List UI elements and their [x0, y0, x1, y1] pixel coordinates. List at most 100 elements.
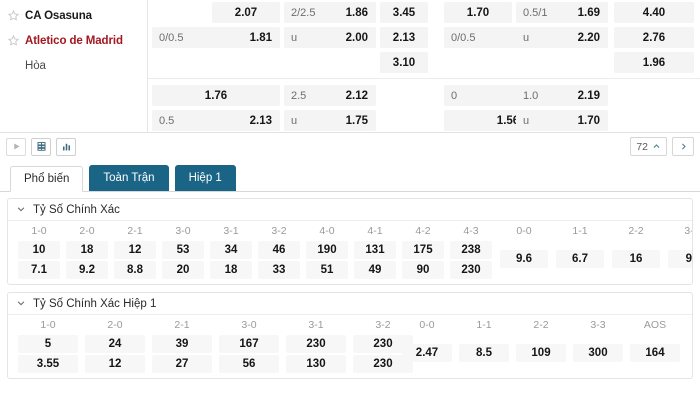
score-section-0: Tỷ Số Chính Xác 1-0 2-0 2-1 3-0 3-1 3-2 4-0 4-1 4…: [7, 198, 693, 285]
odds-count-selector[interactable]: 72: [630, 137, 667, 156]
score-odds-cell[interactable]: 6.7: [556, 250, 604, 268]
score-label-row: 1-0 2-0 2-1 3-0 3-1 3-2 0-0 1-1 2-2 3-3 AOS: [8, 317, 692, 334]
chevron-down-icon: [16, 295, 26, 313]
score-odds-cell[interactable]: 164: [630, 344, 680, 362]
score-odds-cell[interactable]: 2.47: [402, 344, 452, 362]
handicap-label: u: [523, 31, 530, 44]
odds-cell[interactable]: 4.40: [614, 2, 694, 23]
score-odds-cell[interactable]: 9.6: [500, 250, 548, 268]
score-odds-cell[interactable]: 18: [210, 261, 252, 279]
score-odds-cell[interactable]: 46: [258, 241, 300, 259]
score-odds-cell[interactable]: 20: [162, 261, 204, 279]
score-odds-cell[interactable]: 3.55: [18, 355, 78, 373]
score-odds-cell[interactable]: 34: [210, 241, 252, 259]
odds-cell[interactable]: 2.13: [380, 27, 428, 48]
statistics-button[interactable]: [56, 137, 76, 156]
handicap-label: 2.5: [291, 89, 307, 102]
odds-cell[interactable]: u 2.20: [516, 27, 608, 48]
score-odds-cell[interactable]: 131: [354, 241, 396, 259]
odds-row-draw: 3.10 1.96: [148, 50, 700, 75]
score-odds-cell[interactable]: 18: [66, 241, 108, 259]
tab-0[interactable]: Phổ biến: [10, 166, 84, 192]
odds-value: 2.13: [392, 31, 416, 44]
odds-cell[interactable]: 3.45: [380, 2, 428, 23]
odds-row-home: 2.07 2/2.5 1.86 3.45 1.70 0.5/1 1.69 4.40: [148, 0, 700, 25]
odds-value: 1.70: [466, 6, 490, 19]
tab-1[interactable]: Toàn Trận: [89, 165, 169, 191]
score-column-label: 0-0: [419, 319, 435, 331]
odds-cell[interactable]: 1.76: [152, 85, 280, 106]
score-odds-cell[interactable]: 56: [219, 355, 279, 373]
odds-cell[interactable]: u 1.70: [516, 110, 608, 131]
score-odds-cell[interactable]: 8.8: [114, 261, 156, 279]
score-odds-cell[interactable]: 300: [573, 344, 623, 362]
score-odds-cell[interactable]: 53: [162, 241, 204, 259]
score-column-label: 0-0: [516, 225, 532, 237]
score-odds-cell[interactable]: 24: [85, 335, 145, 353]
odds-value: 1.86: [345, 6, 368, 19]
odds-value: 2.19: [577, 89, 600, 102]
score-odds-cell[interactable]: 109: [516, 344, 566, 362]
odds-cell[interactable]: 2/2.5 1.86: [284, 2, 376, 23]
score-odds-cell[interactable]: 9.2: [66, 261, 108, 279]
odds-value: 3.10: [392, 56, 416, 69]
odds-cell[interactable]: 0/0.5 1.81: [152, 27, 280, 48]
score-column-label: 3-0: [175, 225, 191, 237]
score-odds-cell[interactable]: 238: [450, 241, 492, 259]
score-odds-cell[interactable]: 33: [258, 261, 300, 279]
score-odds-cell[interactable]: 230: [286, 335, 346, 353]
odds-cell[interactable]: 0.5 2.13: [152, 110, 280, 131]
score-odds-cell[interactable]: 51: [306, 261, 348, 279]
odds-cell[interactable]: u 1.75: [284, 110, 376, 131]
next-page-button[interactable]: [672, 137, 694, 156]
score-odds-cell[interactable]: 49: [354, 261, 396, 279]
odds-cell[interactable]: 1.0 2.19: [516, 85, 608, 106]
odds-toolbar: 72: [0, 132, 700, 160]
score-odds-cell[interactable]: 12: [85, 355, 145, 373]
score-column-label: 1-0: [31, 225, 47, 237]
favorite-star-icon[interactable]: [8, 10, 19, 21]
handicap-label: u: [523, 114, 530, 127]
score-odds-cell[interactable]: 27: [152, 355, 212, 373]
handicap-label: 0.5: [159, 114, 175, 127]
score-odds-cell[interactable]: 130: [286, 355, 346, 373]
odds-cell[interactable]: 2.07: [212, 2, 280, 23]
score-odds-cell[interactable]: 167: [219, 335, 279, 353]
score-odds-cell[interactable]: 10: [18, 241, 60, 259]
team-row-home[interactable]: CA Osasuna: [0, 3, 147, 28]
favorite-star-icon[interactable]: [8, 35, 19, 46]
odds-value: 1.96: [642, 56, 666, 69]
score-odds-cell[interactable]: 16: [612, 250, 660, 268]
score-odds-cell[interactable]: 90: [402, 261, 444, 279]
odds-cell[interactable]: 1.70: [444, 2, 512, 23]
score-odds-cell[interactable]: 230: [450, 261, 492, 279]
odds-value: 1.75: [345, 114, 368, 127]
odds-value: 2.13: [249, 114, 272, 127]
odds-cell[interactable]: u 2.00: [284, 27, 376, 48]
list-view-button[interactable]: [31, 137, 51, 156]
odds-cell[interactable]: 1.96: [614, 52, 694, 73]
odds-cell[interactable]: 0.5/1 1.69: [516, 2, 608, 23]
score-odds-cell[interactable]: 7.1: [18, 261, 60, 279]
score-odds-cell[interactable]: 5: [18, 335, 78, 353]
score-odds-cell[interactable]: 175: [402, 241, 444, 259]
score-odds-cell[interactable]: 230: [353, 355, 413, 373]
score-odds-cell[interactable]: 91: [668, 250, 692, 268]
odds-cell[interactable]: 3.10: [380, 52, 428, 73]
score-odds-cell[interactable]: 8.5: [459, 344, 509, 362]
score-label-row: 1-0 2-0 2-1 3-0 3-1 3-2 4-0 4-1 4-2 4-3 0-0 1-1 2-2 3…: [8, 223, 692, 240]
score-odds-cell[interactable]: 230: [353, 335, 413, 353]
score-odds-cell[interactable]: 12: [114, 241, 156, 259]
score-odds-cell[interactable]: 190: [306, 241, 348, 259]
odds-group-fulltime: 2.07 2/2.5 1.86 3.45 1.70 0.5/1 1.69 4.40 0/0.5 1…: [148, 0, 700, 75]
odds-cell[interactable]: 2.5 2.12: [284, 85, 376, 106]
odds-cell[interactable]: 2.76: [614, 27, 694, 48]
play-button[interactable]: [6, 137, 26, 156]
odds-row-home: 1.762.52.1202.421.02.19: [148, 83, 700, 108]
section-header[interactable]: Tỷ Số Chính Xác Hiệp 1: [8, 293, 692, 315]
section-header[interactable]: Tỷ Số Chính Xác: [8, 199, 692, 221]
score-odds-cell[interactable]: 39: [152, 335, 212, 353]
odds-values-area: 2.07 2/2.5 1.86 3.45 1.70 0.5/1 1.69 4.40 0/0.5 1…: [148, 0, 700, 132]
team-row-away[interactable]: Atletico de Madrid: [0, 28, 147, 53]
tab-2[interactable]: Hiệp 1: [174, 165, 236, 191]
